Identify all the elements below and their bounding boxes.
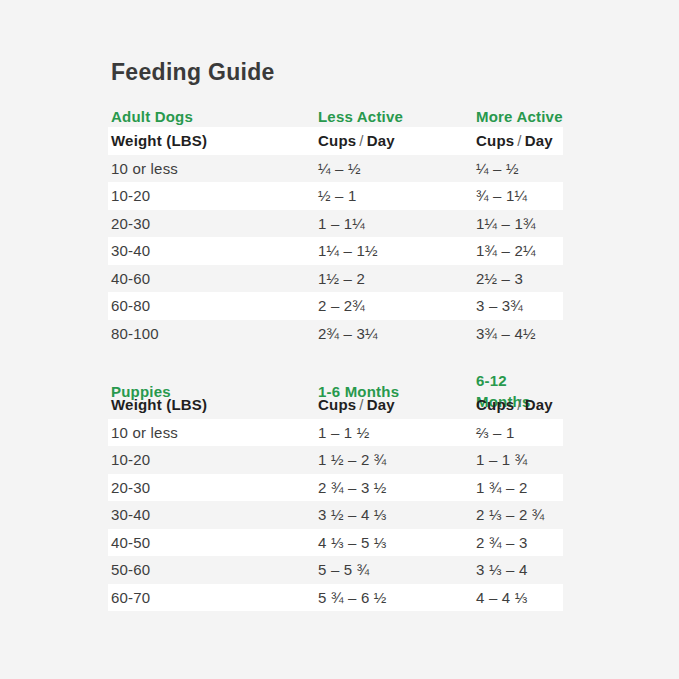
cups-per-day-header: Cups/Day (476, 391, 563, 419)
cups-range-cell: 1¼ – 1½ (318, 237, 476, 265)
table-row: 60-705 ¾ – 6 ½4 – 4 ⅓ (108, 584, 563, 612)
puppies-column-header-row: Weight (LBS) Cups/Day Cups/Day (108, 391, 563, 419)
cups-range-cell: 3 – 3¾ (476, 292, 563, 320)
cups-range-cell: ¼ – ½ (476, 155, 563, 183)
adult-column-header-row: Weight (LBS) Cups/Day Cups/Day (108, 127, 563, 155)
table-row: 10 or less1 – 1 ½⅔ – 1 (108, 419, 563, 447)
weight-cell: 40-50 (108, 529, 318, 557)
weight-cell: 60-70 (108, 584, 318, 612)
day-label: Day (525, 132, 553, 149)
weight-cell: 80-100 (108, 320, 318, 348)
weight-cell: 10-20 (108, 182, 318, 210)
cups-range-cell: 1 ¾ – 2 (476, 474, 563, 502)
column-header-more-active: More Active (476, 106, 563, 127)
weight-cell: 10 or less (108, 155, 318, 183)
cups-range-cell: 3 ½ – 4 ⅓ (318, 501, 476, 529)
section-title-adult-dogs: Adult Dogs (108, 106, 318, 127)
weight-cell: 40-60 (108, 265, 318, 293)
cups-range-cell: 1¼ – 1¾ (476, 210, 563, 238)
cups-range-cell: ¼ – ½ (318, 155, 476, 183)
table-row: 20-302 ¾ – 3 ½1 ¾ – 2 (108, 474, 563, 502)
slash-separator: / (359, 396, 363, 413)
cups-label: Cups (476, 132, 514, 149)
cups-range-cell: 4 ⅓ – 5 ⅓ (318, 529, 476, 557)
cups-range-cell: 2 ¾ – 3 ½ (318, 474, 476, 502)
cups-range-cell: 3¾ – 4½ (476, 320, 563, 348)
slash-separator: / (517, 396, 521, 413)
table-row: 40-601½ – 22½ – 3 (108, 265, 563, 293)
cups-range-cell: 2¾ – 3¼ (318, 320, 476, 348)
cups-label: Cups (318, 132, 356, 149)
puppies-section-header-row: Puppies 1-6 Months 6-12 Months (108, 370, 563, 391)
cups-range-cell: ¾ – 1¼ (476, 182, 563, 210)
cups-range-cell: 2 ⅓ – 2 ¾ (476, 501, 563, 529)
cups-range-cell: 4 – 4 ⅓ (476, 584, 563, 612)
cups-label: Cups (318, 396, 356, 413)
adult-dogs-table: Adult Dogs Less Active More Active Weigh… (108, 106, 563, 347)
cups-per-day-header: Cups/Day (318, 127, 476, 155)
day-label: Day (367, 132, 395, 149)
cups-range-cell: 3 ⅓ – 4 (476, 556, 563, 584)
slash-separator: / (517, 132, 521, 149)
weight-cell: 20-30 (108, 210, 318, 238)
cups-range-cell: 1 – 1 ¾ (476, 446, 563, 474)
table-row: 30-401¼ – 1½1¾ – 2¼ (108, 237, 563, 265)
cups-per-day-header: Cups/Day (318, 391, 476, 419)
cups-range-cell: 1 ½ – 2 ¾ (318, 446, 476, 474)
cups-range-cell: 5 – 5 ¾ (318, 556, 476, 584)
weight-cell: 10 or less (108, 419, 318, 447)
cups-range-cell: 1½ – 2 (318, 265, 476, 293)
table-row: 20-301 – 1¼1¼ – 1¾ (108, 210, 563, 238)
adult-section-header-row: Adult Dogs Less Active More Active (108, 106, 563, 127)
table-row: 30-403 ½ – 4 ⅓2 ⅓ – 2 ¾ (108, 501, 563, 529)
puppies-table-rows: 10 or less1 – 1 ½⅔ – 110-201 ½ – 2 ¾1 – … (108, 419, 563, 612)
slash-separator: / (359, 132, 363, 149)
puppies-table: Puppies 1-6 Months 6-12 Months Weight (L… (108, 370, 563, 611)
weight-cell: 30-40 (108, 501, 318, 529)
cups-per-day-header: Cups/Day (476, 127, 563, 155)
day-label: Day (367, 396, 395, 413)
cups-range-cell: 5 ¾ – 6 ½ (318, 584, 476, 612)
column-header-less-active: Less Active (318, 106, 476, 127)
weight-cell: 20-30 (108, 474, 318, 502)
day-label: Day (525, 396, 553, 413)
weight-cell: 10-20 (108, 446, 318, 474)
table-row: 10 or less¼ – ½¼ – ½ (108, 155, 563, 183)
cups-range-cell: 2 ¾ – 3 (476, 529, 563, 557)
cups-label: Cups (476, 396, 514, 413)
cups-range-cell: 2 – 2¾ (318, 292, 476, 320)
page-title: Feeding Guide (111, 58, 563, 86)
cups-range-cell: 2½ – 3 (476, 265, 563, 293)
weight-cell: 50-60 (108, 556, 318, 584)
cups-range-cell: 1 – 1¼ (318, 210, 476, 238)
cups-range-cell: 1 – 1 ½ (318, 419, 476, 447)
table-row: 60-802 – 2¾3 – 3¾ (108, 292, 563, 320)
weight-cell: 60-80 (108, 292, 318, 320)
table-row: 80-1002¾ – 3¼3¾ – 4½ (108, 320, 563, 348)
table-row: 10-20½ – 1¾ – 1¼ (108, 182, 563, 210)
feeding-guide-infographic: Feeding Guide Adult Dogs Less Active Mor… (0, 0, 679, 679)
adult-table-rows: 10 or less¼ – ½¼ – ½10-20½ – 1¾ – 1¼20-3… (108, 155, 563, 348)
table-row: 50-605 – 5 ¾3 ⅓ – 4 (108, 556, 563, 584)
cups-range-cell: 1¾ – 2¼ (476, 237, 563, 265)
table-row: 40-504 ⅓ – 5 ⅓2 ¾ – 3 (108, 529, 563, 557)
weight-lbs-header: Weight (LBS) (108, 391, 318, 419)
cups-range-cell: ⅔ – 1 (476, 419, 563, 447)
cups-range-cell: ½ – 1 (318, 182, 476, 210)
table-row: 10-201 ½ – 2 ¾1 – 1 ¾ (108, 446, 563, 474)
weight-lbs-header: Weight (LBS) (108, 127, 318, 155)
weight-cell: 30-40 (108, 237, 318, 265)
content-wrapper: Feeding Guide Adult Dogs Less Active Mor… (108, 58, 563, 611)
